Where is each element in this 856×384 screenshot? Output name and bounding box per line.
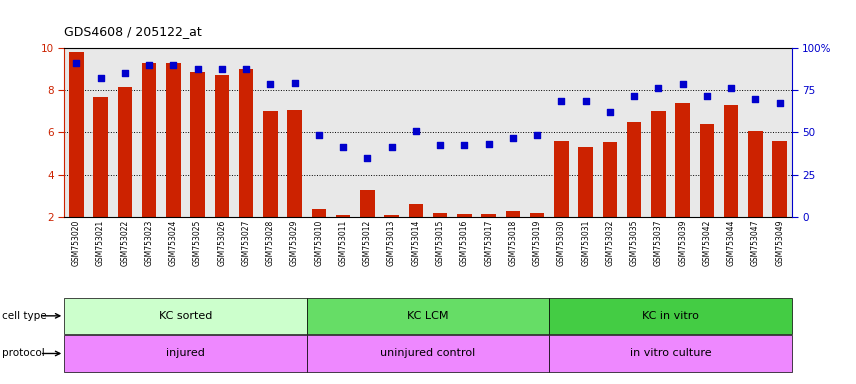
Bar (166, 63, 181, 217)
Point (675, 81, 689, 87)
Bar (360, 190, 375, 217)
Bar (772, 141, 787, 217)
Point (579, 98, 592, 104)
Point (215, 66, 229, 72)
Point (409, 128, 423, 134)
Bar (408, 204, 423, 217)
Point (360, 155, 374, 161)
Point (457, 142, 471, 148)
Bar (651, 111, 666, 217)
Bar (748, 131, 763, 217)
Bar (239, 69, 253, 217)
Bar (69, 52, 84, 217)
Bar (627, 122, 641, 217)
Bar (457, 214, 472, 217)
Point (142, 62, 156, 68)
Point (651, 85, 665, 91)
Bar (724, 105, 739, 217)
Text: cell type: cell type (2, 311, 46, 321)
Bar (312, 209, 326, 217)
Bar (93, 97, 108, 217)
Bar (215, 76, 229, 217)
Point (627, 93, 641, 99)
Point (384, 144, 398, 151)
Bar (481, 214, 496, 217)
Point (724, 85, 738, 91)
Bar (142, 63, 157, 217)
Point (264, 81, 277, 87)
Bar (288, 110, 302, 217)
Point (482, 141, 496, 147)
Text: KC sorted: KC sorted (158, 311, 212, 321)
Bar (433, 213, 448, 217)
Point (336, 144, 350, 151)
Point (530, 131, 544, 138)
Bar (263, 111, 277, 217)
Bar (117, 87, 132, 217)
Point (773, 100, 787, 106)
Text: protocol: protocol (2, 348, 45, 359)
Text: in vitro culture: in vitro culture (630, 348, 711, 359)
Bar (603, 142, 617, 217)
Text: injured: injured (166, 348, 205, 359)
Point (191, 66, 205, 72)
Point (433, 142, 447, 148)
Point (555, 98, 568, 104)
Bar (699, 124, 714, 217)
Point (288, 80, 301, 86)
Text: KC in vitro: KC in vitro (642, 311, 699, 321)
Bar (579, 147, 593, 217)
Point (69, 60, 83, 66)
Point (312, 131, 325, 138)
Point (748, 96, 762, 102)
Text: uninjured control: uninjured control (380, 348, 476, 359)
Point (603, 109, 616, 116)
Bar (336, 215, 350, 217)
Bar (384, 215, 399, 217)
Bar (506, 211, 520, 217)
Bar (190, 72, 205, 217)
Bar (675, 103, 690, 217)
Point (700, 93, 714, 99)
Point (239, 66, 253, 72)
Bar (554, 141, 568, 217)
Point (118, 70, 132, 76)
Text: GDS4608 / 205122_at: GDS4608 / 205122_at (64, 25, 202, 38)
Bar (530, 213, 544, 217)
Point (166, 62, 180, 68)
Point (506, 135, 520, 141)
Point (93, 74, 108, 81)
Text: KC LCM: KC LCM (407, 311, 449, 321)
